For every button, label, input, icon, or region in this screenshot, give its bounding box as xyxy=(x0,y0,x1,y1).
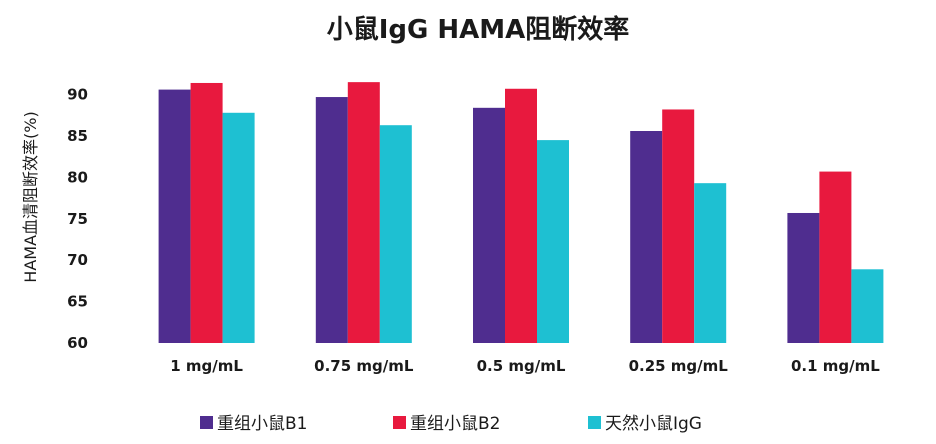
x-tick-label: 0.75 mg/mL xyxy=(314,357,414,375)
legend-label: 重组小鼠B1 xyxy=(217,414,307,434)
legend-label: 天然小鼠IgG xyxy=(605,414,702,434)
bar xyxy=(787,212,820,343)
y-tick-label: 70 xyxy=(67,251,88,269)
x-tick-label: 0.25 mg/mL xyxy=(629,357,729,375)
y-axis-ticks: 60 65 70 75 80 85 90 xyxy=(67,86,88,352)
bar xyxy=(347,82,380,343)
y-tick-label: 85 xyxy=(67,127,88,145)
y-axis-label: HAMA血清阻断效率(%) xyxy=(21,111,40,282)
bar xyxy=(537,140,569,343)
legend-swatch xyxy=(393,416,406,429)
bar xyxy=(315,97,348,343)
x-tick-label: 0.5 mg/mL xyxy=(477,357,566,375)
y-tick-label: 65 xyxy=(67,293,88,311)
bar xyxy=(473,107,505,343)
bar xyxy=(190,82,223,343)
bar xyxy=(379,125,412,343)
x-tick-label: 0.1 mg/mL xyxy=(791,357,880,375)
bar xyxy=(630,131,663,343)
bar xyxy=(662,109,695,343)
x-tick-label: 1 mg/mL xyxy=(170,357,243,375)
bar xyxy=(851,269,884,343)
bar xyxy=(694,183,727,343)
y-tick-label: 80 xyxy=(67,168,88,186)
legend: 重组小鼠B1 重组小鼠B2 天然小鼠IgG xyxy=(200,414,702,434)
bar xyxy=(222,112,255,343)
bar xyxy=(158,89,191,343)
legend-swatch xyxy=(200,416,213,429)
chart-title: 小鼠IgG HAMA阻断效率 xyxy=(327,14,630,45)
bar xyxy=(505,88,537,343)
bars xyxy=(158,82,884,343)
legend-swatch xyxy=(588,416,601,429)
legend-label: 重组小鼠B2 xyxy=(410,414,500,434)
bar xyxy=(819,171,852,343)
y-tick-label: 90 xyxy=(67,86,88,104)
y-tick-label: 75 xyxy=(67,210,88,228)
x-axis-ticks: 1 mg/mL 0.75 mg/mL 0.5 mg/mL 0.25 mg/mL 0.1 … xyxy=(170,357,880,375)
y-tick-label: 60 xyxy=(67,334,88,352)
